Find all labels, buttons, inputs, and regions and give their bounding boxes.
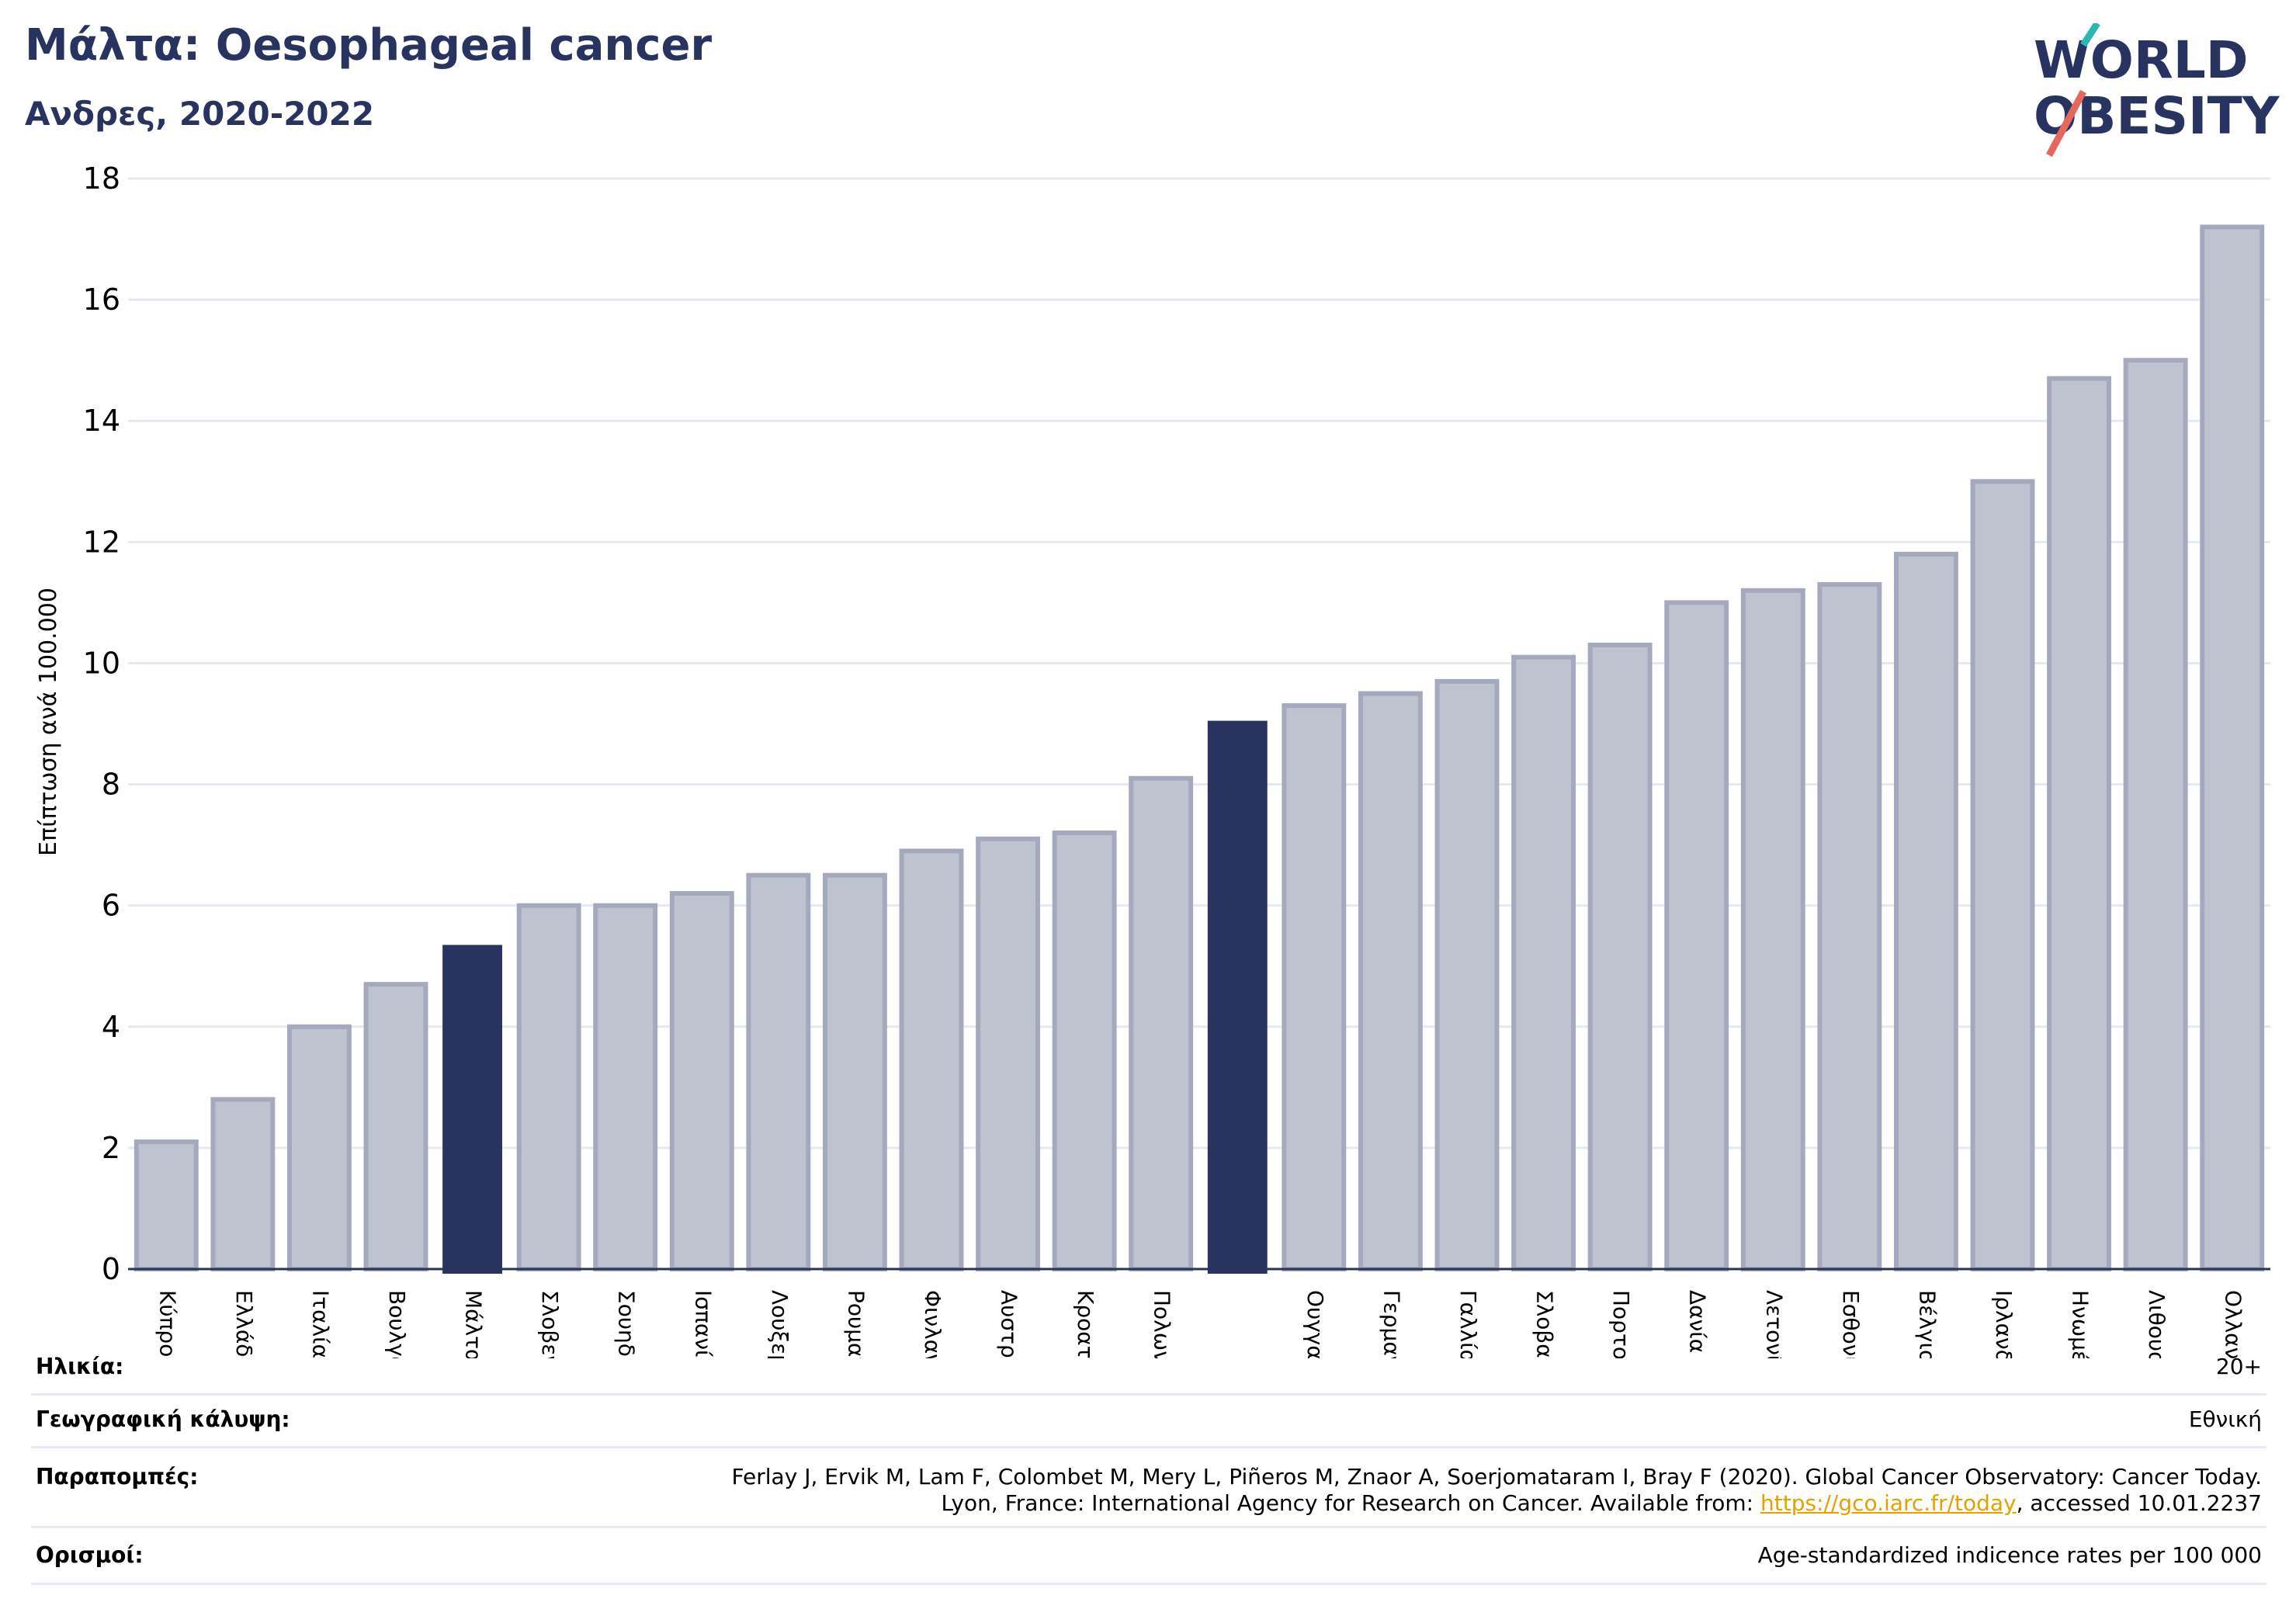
bar xyxy=(1740,588,1805,1271)
bar xyxy=(286,1024,352,1272)
bar xyxy=(2047,376,2112,1271)
footer-definitions-row: Ορισμοί: Age-standardized indicence rate… xyxy=(31,1528,2267,1585)
x-tick-label: Βουλγαρία xyxy=(384,1290,410,1358)
x-tick-label: Ολλανδία xyxy=(2221,1290,2246,1358)
bar xyxy=(1052,831,1117,1271)
y-tick-label: 12 xyxy=(83,525,120,559)
references-link[interactable]: https://gco.iarc.fr/today xyxy=(1760,1490,2017,1516)
y-axis-ticks: 0 2 4 6 8 10 12 14 16 18 xyxy=(83,161,120,1286)
footer-coverage-row: Γεωγραφική κάλυψη: Εθνική xyxy=(31,1396,2267,1448)
bar xyxy=(1664,600,1729,1271)
y-tick-label: 2 xyxy=(102,1131,120,1165)
references-line2-prefix: Lyon, France: International Agency for R… xyxy=(941,1490,1760,1516)
x-tick-label: Κροατία xyxy=(1073,1290,1098,1358)
y-tick-label: 6 xyxy=(102,889,120,923)
bar xyxy=(1511,654,1576,1271)
y-tick-label: 8 xyxy=(102,768,120,802)
x-tick-label: Αυστρία xyxy=(997,1290,1022,1358)
y-tick-label: 4 xyxy=(102,1010,120,1044)
bar xyxy=(363,982,428,1272)
y-tick-label: 18 xyxy=(83,161,120,196)
x-tick-label: Ουγγαρία xyxy=(1302,1290,1328,1358)
x-tick-label: Ελλάδα xyxy=(231,1290,257,1358)
references-line1: Ferlay J, Ervik M, Lam F, Colombet M, Me… xyxy=(731,1464,2262,1489)
y-tick-label: 0 xyxy=(102,1252,120,1286)
bar xyxy=(1129,775,1194,1271)
x-tick-label: Φινλανδία xyxy=(920,1290,945,1358)
bar xyxy=(1893,551,1958,1271)
bar xyxy=(669,891,734,1271)
bar xyxy=(1587,643,1653,1271)
bar xyxy=(976,836,1041,1271)
coverage-value: Εθνική xyxy=(2188,1406,2262,1432)
x-tick-label: Πολωνία xyxy=(1150,1290,1175,1358)
bar xyxy=(822,872,887,1272)
x-tick-label: Πορτογαλία xyxy=(1608,1290,1634,1358)
age-value: 20+ xyxy=(2215,1354,2262,1379)
x-tick-label: Λετονία xyxy=(1761,1290,1787,1358)
y-tick-label: 10 xyxy=(83,646,120,680)
bar xyxy=(746,872,811,1272)
y-tick-label: 14 xyxy=(83,404,120,438)
age-label: Ηλικία: xyxy=(36,1354,124,1379)
svg-text:WORLD: WORLD xyxy=(2034,30,2249,90)
x-tick-label: Δανία xyxy=(1685,1290,1711,1353)
bar xyxy=(516,903,581,1271)
y-tick-label: 16 xyxy=(83,283,120,317)
y-axis-label: Επίπτωση ανά 100.000 xyxy=(35,588,62,856)
x-tick-label: Κύπρος xyxy=(154,1290,180,1358)
x-tick-label: Σουηδία xyxy=(614,1290,640,1358)
x-tick-label: Βέλγιο xyxy=(1914,1290,1940,1358)
x-tick-label: Ρουμανία xyxy=(843,1290,869,1358)
references-line2-suffix: , accessed 10.01.2237 xyxy=(2016,1490,2262,1516)
bar xyxy=(1817,581,1882,1271)
x-axis-ticks: Κύπρος Ελλάδα Ιταλία Βουλγαρία Μάλτα Σλοβενία… xyxy=(154,1290,2246,1358)
x-tick-label: Μάλτα xyxy=(461,1290,487,1358)
page-title: Μάλτα: Oesophageal cancer xyxy=(25,20,713,71)
bar xyxy=(1970,479,2035,1271)
bar xyxy=(1207,720,1268,1274)
bar xyxy=(134,1139,199,1272)
footer-references-row: Παραπομπές: Ferlay J, Ervik M, Lam F, Co… xyxy=(31,1448,2267,1528)
bar xyxy=(1434,678,1500,1271)
x-tick-label: Σλοβενία xyxy=(537,1290,563,1358)
x-tick-label: Ιταλία xyxy=(307,1290,333,1358)
bar-chart: 0 2 4 6 8 10 12 14 16 18 Κύπρος Ελλάδα Ιταλία Βουλγα… xyxy=(35,161,2270,1358)
x-tick-label: Ισπανία xyxy=(690,1290,716,1358)
footer-age-row: Ηλικία: 20+ xyxy=(31,1343,2267,1396)
x-tick-label: Γερμανία xyxy=(1379,1290,1404,1358)
bar xyxy=(1282,703,1347,1271)
x-tick-label: Λουξεμβούργο xyxy=(767,1290,793,1358)
page-subtitle: Ανδρες, 2020-2022 xyxy=(25,95,375,133)
bar xyxy=(899,848,964,1271)
bar xyxy=(2123,358,2188,1272)
bar xyxy=(1358,691,1423,1271)
bar xyxy=(593,903,658,1271)
coverage-label: Γεωγραφική κάλυψη: xyxy=(36,1406,290,1432)
bars xyxy=(134,224,2265,1274)
bar xyxy=(442,945,503,1274)
x-tick-label: Γαλλία xyxy=(1455,1290,1481,1358)
svg-text:OBESITY: OBESITY xyxy=(2034,86,2280,146)
references-label: Παραπομπές: xyxy=(36,1464,199,1489)
bar xyxy=(2200,224,2265,1271)
x-tick-label: Εσθονία xyxy=(1838,1290,1864,1358)
x-tick-label: Σλοβακία xyxy=(1532,1290,1558,1358)
definitions-label: Ορισμοί: xyxy=(36,1542,144,1568)
world-obesity-logo: WORLD OBESITY xyxy=(2034,23,2280,158)
x-tick-label: Ιρλανδία xyxy=(1991,1290,2017,1358)
x-tick-label: Λιθουανία xyxy=(2144,1290,2169,1358)
bar xyxy=(210,1097,276,1272)
x-tick-label: Ηνωμένο Βασίλειο xyxy=(2068,1290,2093,1358)
definitions-value: Age-standardized indicence rates per 100… xyxy=(1757,1542,2262,1568)
references-value: Ferlay J, Ervik M, Lam F, Colombet M, Me… xyxy=(731,1464,2262,1517)
